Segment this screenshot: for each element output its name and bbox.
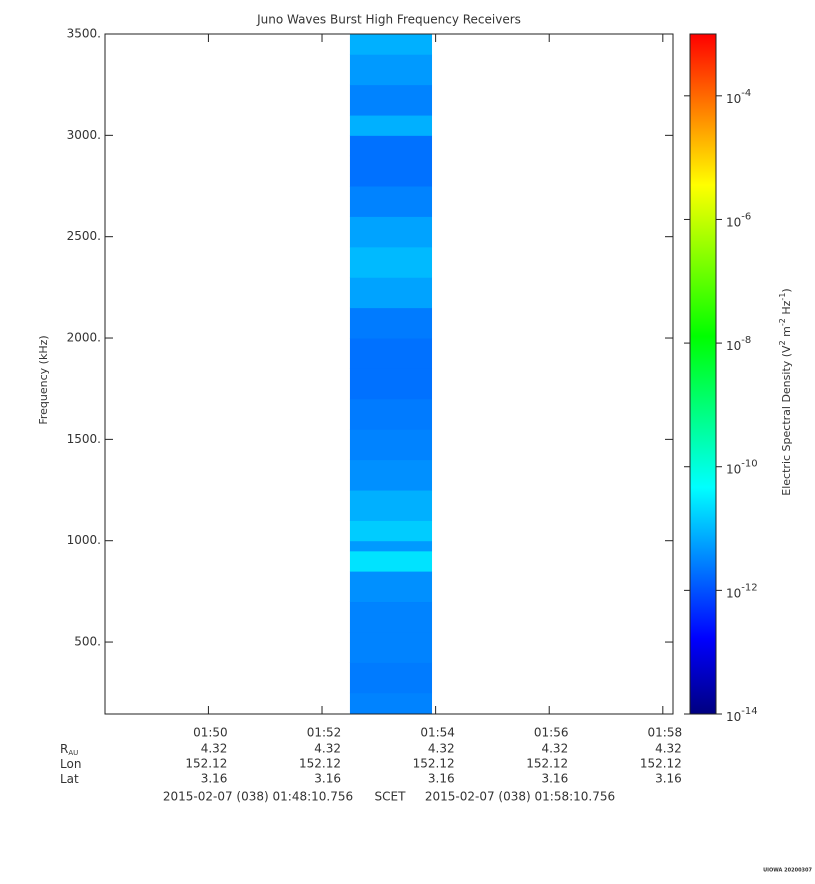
colorbar-label-sup: 2	[778, 340, 787, 345]
y-tick-label: 1500.	[67, 432, 101, 446]
ephemeris-value: 4.32	[655, 742, 682, 756]
x-frame-label: SCET	[375, 790, 407, 804]
x-tick-label: 01:58	[648, 726, 683, 740]
ephemeris-value: 152.12	[526, 757, 568, 771]
colorbar-tick-label: 10-12	[726, 582, 758, 600]
colorbar-tick-label: 10-6	[726, 211, 751, 229]
spectrogram-cell	[349, 601, 433, 633]
spectrogram-cell	[349, 186, 433, 217]
spectrogram-cell	[349, 155, 433, 187]
spectrogram-cell	[349, 490, 433, 521]
ephemeris-label: Lat	[60, 772, 79, 786]
ephemeris-value: 4.32	[428, 742, 455, 756]
colorbar-tick-exponent: -14	[741, 706, 757, 717]
ephemeris-value: 152.12	[640, 757, 682, 771]
y-tick-label: 3500.	[67, 27, 101, 41]
colorbar-tick-exponent: -6	[741, 211, 751, 222]
ephemeris-value: 152.12	[185, 757, 227, 771]
spectrogram-cell	[349, 216, 433, 248]
colorbar-label-part: )	[780, 288, 793, 292]
colorbar-tick-base: 10	[726, 339, 741, 353]
y-axis-label: Frequency (kHz)	[37, 335, 50, 424]
colorbar-tick-label: 10-4	[726, 88, 751, 106]
stamp: UIOWA 20200307	[763, 868, 812, 874]
spectrogram-cell	[349, 368, 433, 400]
ephemeris-label-text: Lat	[60, 772, 79, 786]
spectrogram-cell	[349, 631, 433, 663]
ephemeris-label: RAU	[60, 742, 78, 758]
spectrogram-cell	[349, 662, 433, 694]
ephemeris-value: 3.16	[541, 772, 568, 786]
x-tick-label: 01:56	[534, 726, 569, 740]
y-tick-label: 1000.	[67, 533, 101, 547]
ephemeris-value: 4.32	[314, 742, 341, 756]
ephemeris-value: 4.32	[201, 742, 228, 756]
spectrogram-cell	[349, 692, 433, 715]
y-tick-label: 2000.	[67, 331, 101, 345]
spectrogram-cell	[349, 246, 433, 278]
x-start-label: 2015-02-07 (038) 01:48:10.756	[163, 790, 353, 804]
y-tick-label: 500.	[74, 635, 101, 649]
y-tick-label: 3000.	[67, 128, 101, 142]
ephemeris-label-text: Lon	[60, 757, 81, 771]
spectrogram-cell	[349, 540, 433, 552]
spectrogram-cell	[349, 398, 433, 430]
ephemeris-value: 3.16	[655, 772, 682, 786]
colorbar-label: Electric Spectral Density (V2 m-2 Hz-1)	[778, 288, 794, 495]
colorbar-tick-base: 10	[726, 586, 741, 600]
spectrogram-cell	[349, 307, 433, 339]
ephemeris-label-text: R	[60, 742, 68, 756]
colorbar-tick-base: 10	[726, 215, 741, 229]
spectrogram-cell	[349, 338, 433, 369]
colorbar-label-part: Electric Spectral Density (V	[780, 345, 793, 496]
x-end-label: 2015-02-07 (038) 01:58:10.756	[425, 790, 615, 804]
colorbar-tick-base: 10	[726, 91, 741, 105]
colorbar	[689, 33, 717, 715]
colorbar-label-sup: -2	[778, 318, 787, 326]
spectrogram-cell	[349, 571, 433, 603]
colorbar-tick-base: 10	[726, 462, 741, 476]
ephemeris-value: 3.16	[201, 772, 228, 786]
ephemeris-label-sub: AU	[68, 749, 78, 757]
colorbar-tick-exponent: -12	[741, 582, 757, 593]
ephemeris-value: 4.32	[541, 742, 568, 756]
spectrogram-cell	[349, 459, 433, 491]
ephemeris-value: 152.12	[299, 757, 341, 771]
ephemeris-value: 3.16	[314, 772, 341, 786]
ephemeris-value: 3.16	[428, 772, 455, 786]
spectrogram-cell	[349, 429, 433, 461]
ephemeris-value: 152.12	[413, 757, 455, 771]
spectrogram-cell	[349, 550, 433, 572]
x-tick-label: 01:54	[420, 726, 455, 740]
spectrogram-cell	[349, 34, 433, 55]
colorbar-tick-base: 10	[726, 710, 741, 724]
spectrogram-cell	[349, 54, 433, 86]
colorbar-tick-exponent: -10	[741, 459, 757, 470]
colorbar-tick-exponent: -8	[741, 335, 751, 346]
colorbar-label-part: Hz	[780, 300, 793, 318]
colorbar-tick-label: 10-8	[726, 335, 751, 353]
spectrogram-cell	[349, 520, 433, 542]
colorbar-label-part: m	[780, 326, 793, 340]
colorbar-tick-label: 10-10	[726, 459, 758, 477]
spectrogram-cell	[349, 84, 433, 116]
y-tick-label: 2500.	[67, 229, 101, 243]
x-tick-label: 01:50	[193, 726, 228, 740]
colorbar-label-sup: -1	[778, 293, 787, 301]
colorbar-tick-exponent: -4	[741, 88, 751, 99]
chart-title: Juno Waves Burst High Frequency Receiver…	[256, 13, 521, 27]
spectrogram-cell	[349, 277, 433, 309]
spectrogram-cell	[349, 135, 433, 157]
x-tick-label: 01:52	[307, 726, 342, 740]
spectrogram-cell	[349, 115, 433, 136]
plot-frame	[104, 33, 674, 715]
colorbar-tick-label: 10-14	[726, 706, 758, 724]
ephemeris-label: Lon	[60, 757, 81, 771]
